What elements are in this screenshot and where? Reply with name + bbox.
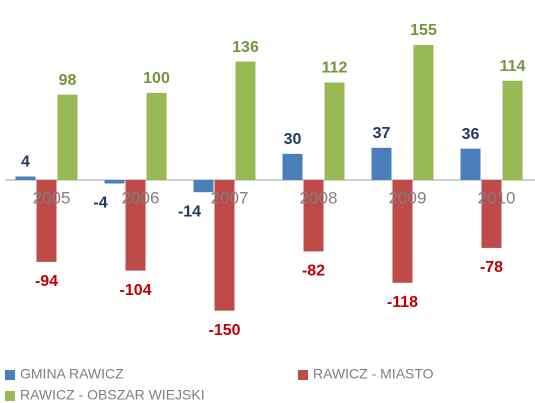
legend-swatch (5, 391, 15, 401)
value-label: 112 (322, 60, 348, 77)
bar (502, 80, 523, 180)
value-label: 37 (373, 125, 391, 142)
legend-swatch (5, 370, 15, 380)
legend-label: GMINA RAWICZ (20, 366, 124, 382)
x-tick-label: 2008 (300, 188, 338, 207)
value-label: -118 (387, 294, 418, 311)
bar (146, 92, 167, 180)
bar (57, 94, 78, 180)
value-label: -4 (93, 195, 107, 212)
value-label: 30 (284, 131, 302, 148)
bar (460, 148, 481, 180)
bar (481, 180, 502, 248)
x-tick-label: 2005 (33, 188, 71, 207)
value-label: -78 (480, 259, 503, 276)
x-tick-label: 2010 (478, 188, 516, 207)
value-label: 36 (462, 126, 480, 143)
legend-label: RAWICZ - OBSZAR WIEJSKI (20, 387, 205, 403)
value-label: -94 (35, 273, 58, 290)
bar (392, 180, 413, 283)
bar (193, 180, 214, 193)
value-label: -150 (208, 322, 240, 339)
bar (371, 147, 392, 180)
legend-label: RAWICZ - MIASTO (313, 366, 434, 382)
legend-swatch (298, 370, 308, 380)
bar (104, 180, 125, 184)
x-tick-label: 2009 (389, 188, 427, 207)
bar (235, 61, 256, 180)
x-tick-label: 2007 (211, 188, 249, 207)
bar (413, 45, 434, 180)
bar (15, 176, 36, 180)
bar (36, 180, 57, 262)
value-label: 136 (232, 39, 259, 56)
value-label: 155 (410, 22, 437, 39)
value-label: -14 (178, 203, 201, 220)
value-label: 100 (143, 70, 170, 87)
bar (282, 153, 303, 180)
value-label: 98 (59, 72, 77, 89)
value-label: -104 (119, 282, 151, 299)
bar (303, 180, 324, 252)
value-label: 114 (500, 58, 526, 75)
value-label: 4 (21, 154, 30, 171)
bar (214, 180, 235, 311)
value-label: -82 (302, 263, 325, 280)
bar (324, 82, 345, 180)
x-tick-label: 2006 (122, 188, 160, 207)
bar (125, 180, 146, 271)
